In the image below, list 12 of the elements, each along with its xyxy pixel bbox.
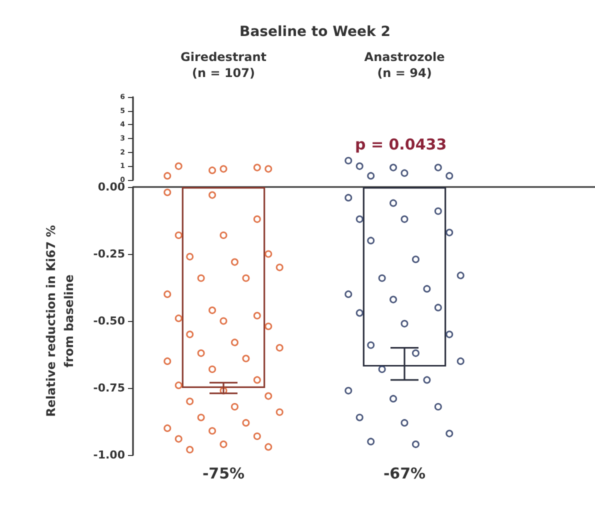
y-tick-label: -1.00 <box>93 448 126 462</box>
data-label: -75% <box>202 464 245 482</box>
y-tick-label: -0.25 <box>93 248 125 260</box>
annotation: p = 0.0433 <box>355 136 447 154</box>
data-label: -67% <box>383 464 426 482</box>
chart-title: Baseline to Week 2 <box>240 24 390 40</box>
x-tick-label: Anastrozole (n = 94) <box>364 50 445 80</box>
x-tick-label: Giredestrant (n = 107) <box>180 50 267 80</box>
y-tick-label: 0.00 <box>98 180 126 194</box>
y-tick-label: -0.75 <box>93 382 125 394</box>
y-axis-title: Relative reduction in Ki67 % from baseline <box>44 225 76 417</box>
y-tick-label: -0.50 <box>93 314 126 328</box>
